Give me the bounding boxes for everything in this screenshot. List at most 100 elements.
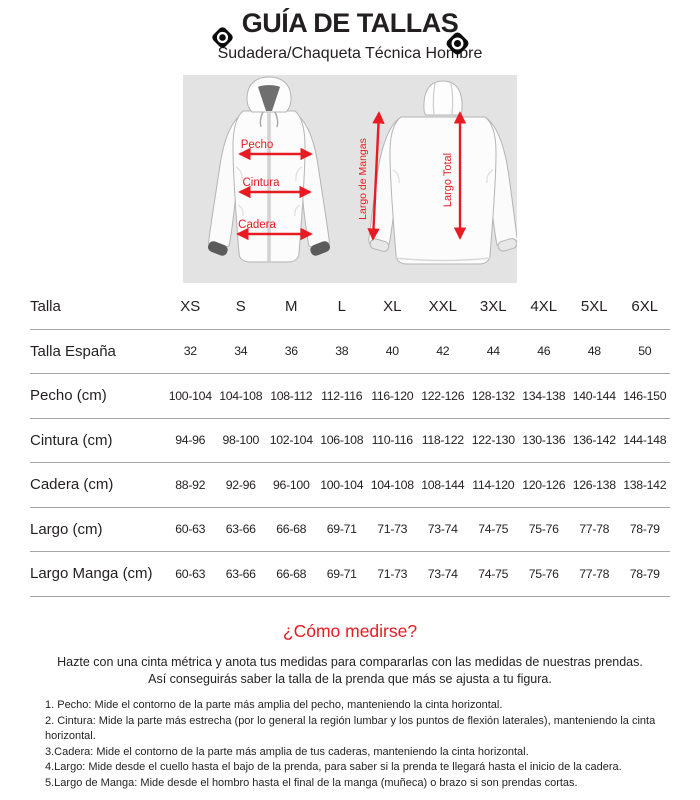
table-cell: 4XL [530,298,558,316]
table-cell: 108-112 [270,388,313,403]
table-cell: 136-142 [572,433,616,448]
table-cell: 120-126 [522,477,566,492]
table-cell: 74-75 [478,566,509,581]
table-cell: 36 [284,344,298,359]
row-label: Largo (cm) [30,520,103,538]
table-cell: 138-142 [623,477,667,492]
measure-step: 1. Pecho: Mide el contorno de la parte m… [45,699,503,711]
size-table: Talla XS S M L XL XXL 3XL 4XL 5XL 6XL Talla España 3… [30,285,670,597]
chest-label: Pecho [241,139,274,151]
sleeve-length-label: Largo de Mangas [357,138,369,220]
table-cell: 146-150 [623,388,667,403]
table-cell: 44 [486,344,500,359]
how-to-measure-title: ¿Cómo medirse? [282,621,418,641]
intro-line: Hazte con una cinta métrica y anota tus … [57,655,643,669]
table-cell: 60-63 [175,566,206,581]
page-title: GUÍA DE TALLAS [241,8,459,38]
table-cell: 75-76 [528,522,559,537]
table-cell: 69-71 [326,522,357,537]
total-length-label: Largo Total [442,153,454,207]
table-cell: 38 [335,344,349,359]
table-cell: 92-96 [225,477,256,492]
table-cell: 66-68 [276,566,307,581]
table-cell: 63-66 [225,522,256,537]
row-label: Cadera (cm) [30,476,114,494]
table-cell: 60-63 [175,522,206,537]
table-cell: 63-66 [225,566,256,581]
measure-step: 4.Largo: Mide desde el cuello hasta el b… [45,761,622,774]
table-cell: 114-120 [472,477,515,492]
table-cell: 104-108 [370,477,414,492]
table-cell: 78-79 [629,522,660,537]
table-row: Pecho (cm) 100-104 104-108 108-112 112-116 11… [30,374,670,419]
table-cell: 78-79 [629,566,660,581]
table-cell: 46 [537,344,551,359]
table-cell: 128-132 [471,388,515,403]
table-cell: 77-78 [579,522,610,537]
measure-steps: 1. Pecho: Mide el contorno de la parte m… [45,698,675,792]
table-cell: 77-78 [579,566,610,581]
table-cell: 34 [234,344,248,359]
table-cell: 104-108 [219,388,263,403]
table-cell: 96-100 [273,477,310,492]
table-cell: 94-96 [175,433,206,448]
table-cell: 100-104 [320,477,364,492]
table-cell: 130-136 [522,433,566,448]
table-row: Talla XS S M L XL XXL 3XL 4XL 5XL 6XL [30,285,670,330]
table-row: Cintura (cm) 94-96 98-100 102-104 106-108 110… [30,419,670,463]
table-cell: 5XL [580,298,608,316]
table-cell: 144-148 [623,433,667,448]
table-cell: 102-104 [269,433,313,448]
table-cell: 106-108 [320,433,364,448]
brand-diamond-icon [212,27,233,48]
table-cell: M [285,298,298,316]
table-cell: 66-68 [276,522,307,537]
row-label: Talla [30,298,61,316]
table-cell: 3XL [479,298,507,316]
table-cell: XS [180,298,201,316]
table-cell: 118-122 [421,433,464,448]
table-cell: L [337,298,346,316]
table-cell: 110-116 [371,433,414,448]
table-cell: 98-100 [222,433,260,448]
table-cell: 50 [638,344,652,359]
table-cell: 32 [183,344,197,359]
table-cell: 73-74 [427,522,458,537]
table-cell: 112-116 [321,388,363,403]
row-label: Talla España [30,342,116,360]
table-cell: 116-120 [371,388,414,403]
waist-label: Cintura [242,177,280,189]
table-cell: 40 [385,344,399,359]
table-cell: XL [383,298,402,316]
table-row: Talla España 32 34 36 38 40 42 44 46 48 50 [30,330,670,374]
row-label: Largo Manga (cm) [30,565,153,583]
sleeve-length-arrow [367,111,385,241]
intro-line: Así conseguirás saber la talla de la pre… [148,671,552,686]
table-cell: 6XL [631,298,659,316]
table-cell: 75-76 [528,566,559,581]
table-cell: 71-73 [377,522,408,537]
size-diagram: Pecho Cintura Cadera [183,75,517,283]
measure-step: 2. Cintura: Mide la parte más estrecha (… [45,714,656,743]
table-cell: S [235,298,246,316]
table-cell: 100-104 [168,388,212,403]
table-row: Largo (cm) 60-63 63-66 66-68 69-71 71-73 73-74… [30,508,670,552]
table-cell: 48 [587,344,601,359]
table-cell: 42 [436,344,450,359]
table-cell: 108-144 [421,477,465,492]
table-row: Largo Manga (cm) 60-63 63-66 66-68 69-71 71-7… [30,552,670,597]
table-row: Cadera (cm) 88-92 92-96 96-100 100-104 104-10… [30,463,670,508]
measure-step: 3.Cadera: Mide el contorno de la parte m… [45,745,529,758]
table-cell: 122-126 [421,388,465,403]
table-cell: 73-74 [427,566,458,581]
hip-label: Cadera [238,219,276,231]
table-cell: 126-138 [572,477,616,492]
page-subtitle: Sudadera/Chaqueta Técnica Hombre [217,45,483,62]
brand-diamond-icon [446,32,469,55]
row-label: Pecho (cm) [30,387,107,405]
table-cell: 88-92 [175,477,206,492]
measure-step: 5.Largo de Manga: Mide desde el hombro h… [45,776,578,789]
table-cell: 122-130 [471,433,515,448]
table-cell: 140-144 [572,388,616,403]
